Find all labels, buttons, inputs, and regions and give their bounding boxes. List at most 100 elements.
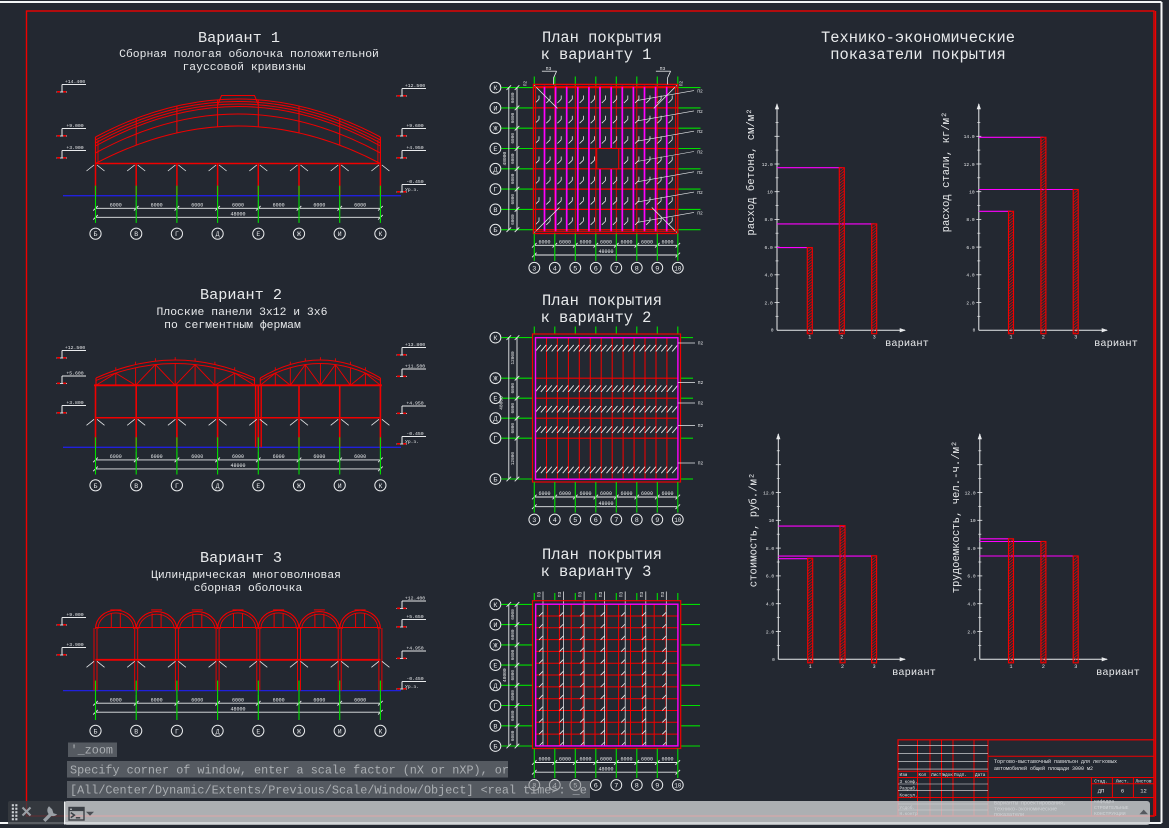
- svg-text:6000: 6000: [511, 173, 516, 184]
- svg-text:Б: Б: [94, 231, 98, 238]
- svg-text:трудоемкость, чел.-ч./м²: трудоемкость, чел.-ч./м²: [951, 441, 963, 594]
- svg-text:Е: Е: [493, 396, 497, 404]
- svg-text:П3: П3: [537, 592, 543, 598]
- svg-text:6000: 6000: [511, 649, 516, 660]
- svg-text:6000: 6000: [191, 203, 203, 209]
- svg-text:8.0: 8.0: [765, 217, 774, 223]
- svg-text:6000: 6000: [110, 697, 122, 703]
- svg-text:Е: Е: [256, 231, 260, 238]
- svg-text:0: 0: [974, 658, 977, 663]
- svg-text:4.0: 4.0: [766, 602, 775, 608]
- svg-text:Лист: Лист: [931, 773, 942, 778]
- svg-text:3: 3: [1074, 664, 1077, 670]
- svg-text:6000: 6000: [191, 454, 203, 460]
- svg-text:Д: Д: [493, 683, 497, 691]
- svg-text:П3: П3: [598, 592, 604, 598]
- svg-text:В: В: [134, 728, 138, 735]
- svg-text:10: 10: [674, 517, 682, 524]
- svg-text:Specify corner of window, ente: Specify corner of window, enter a scale …: [70, 764, 509, 778]
- svg-text:Цилиндрическая многоволновая: Цилиндрическая многоволновая: [151, 570, 341, 582]
- svg-text:6000: 6000: [313, 697, 325, 703]
- svg-text:И: И: [493, 105, 497, 113]
- svg-text:6000: 6000: [579, 240, 591, 246]
- svg-text:П3: П3: [546, 66, 552, 72]
- svg-text:6000: 6000: [511, 153, 516, 164]
- svg-text:2: 2: [1042, 664, 1045, 670]
- svg-text:+12.500: +12.500: [65, 345, 85, 351]
- svg-text:П2: П2: [680, 81, 685, 87]
- svg-text:Д: Д: [493, 416, 497, 424]
- svg-text:6000: 6000: [273, 203, 285, 209]
- svg-text:6000: 6000: [641, 491, 653, 497]
- svg-text:1: 1: [809, 664, 812, 670]
- svg-text:+4.950: +4.950: [406, 645, 423, 651]
- svg-text:6: 6: [594, 783, 598, 791]
- svg-text:0: 0: [771, 329, 774, 334]
- svg-text:+9.600: +9.600: [406, 123, 423, 129]
- svg-text:П2: П2: [698, 380, 704, 386]
- svg-text:6000: 6000: [661, 757, 673, 763]
- svg-text:П2: П2: [697, 129, 703, 135]
- svg-text:П2: П2: [698, 423, 704, 429]
- svg-text:+9.000: +9.000: [66, 612, 83, 618]
- svg-text:6.0: 6.0: [966, 245, 975, 251]
- svg-text:6000: 6000: [511, 194, 516, 205]
- svg-text:Ж: Ж: [493, 376, 498, 384]
- svg-text:+3.900: +3.900: [66, 642, 83, 648]
- svg-text:+12.400: +12.400: [405, 595, 425, 601]
- svg-text:1: 1: [808, 335, 811, 341]
- svg-text:+3.800: +3.800: [66, 400, 83, 406]
- svg-text:6000: 6000: [151, 203, 163, 209]
- svg-text:П3: П3: [660, 592, 666, 598]
- svg-text:9: 9: [655, 783, 659, 791]
- svg-text:3: 3: [873, 335, 876, 341]
- svg-text:12.0: 12.0: [964, 162, 975, 168]
- svg-text:6000: 6000: [511, 710, 516, 721]
- svg-text:План покрытия: План покрытия: [542, 546, 662, 564]
- svg-text:6000: 6000: [579, 491, 591, 497]
- svg-text:7: 7: [614, 517, 618, 525]
- svg-text:3: 3: [532, 265, 536, 273]
- svg-text:3: 3: [532, 517, 536, 525]
- svg-text:Е: Е: [493, 146, 497, 154]
- svg-text:вариант: вариант: [1094, 338, 1138, 350]
- svg-text:6000: 6000: [511, 92, 516, 103]
- svg-text:Изм: Изм: [900, 773, 908, 778]
- svg-text:Е: Е: [256, 728, 260, 735]
- svg-text:12.0: 12.0: [762, 162, 773, 168]
- svg-text:Г: Г: [175, 728, 179, 735]
- svg-text:6000: 6000: [511, 670, 516, 681]
- svg-text:К: К: [493, 335, 497, 343]
- svg-text:+4.950: +4.950: [406, 145, 423, 151]
- svg-text:И: И: [338, 483, 342, 490]
- svg-text:ДП: ДП: [1098, 788, 1105, 795]
- svg-text:6000: 6000: [511, 730, 516, 741]
- svg-text:6000: 6000: [313, 454, 325, 460]
- svg-text:Б: Б: [493, 227, 497, 235]
- svg-text:6: 6: [594, 517, 598, 525]
- svg-text:Технико-экономические: Технико-экономические: [821, 29, 1015, 47]
- svg-text:П2: П2: [697, 170, 703, 176]
- svg-text:Б: Б: [94, 483, 98, 490]
- svg-text:6000: 6000: [110, 454, 122, 460]
- svg-text:6.0: 6.0: [765, 245, 774, 251]
- svg-text:расход стали, кг/м²: расход стали, кг/м²: [941, 112, 953, 233]
- svg-text:Торгово-выставочный павильон д: Торгово-выставочный павильон для легковы…: [994, 758, 1117, 765]
- svg-text:Г: Г: [175, 231, 179, 238]
- svg-text:6: 6: [594, 265, 598, 273]
- svg-text:8: 8: [635, 517, 639, 525]
- svg-text:3 конф.: 3 конф.: [900, 780, 918, 785]
- svg-text:Ур.з.: Ур.з.: [405, 439, 419, 445]
- svg-text:П2: П2: [524, 81, 529, 87]
- svg-text:7: 7: [614, 265, 618, 273]
- svg-text:12000: 12000: [511, 351, 516, 365]
- svg-text:Ж: Ж: [297, 231, 301, 238]
- svg-text:6000: 6000: [661, 240, 673, 246]
- svg-text:И: И: [338, 728, 342, 735]
- svg-text:Стад.: Стад.: [1094, 779, 1108, 785]
- svg-text:Консул.: Консул.: [900, 794, 918, 799]
- svg-text:9: 9: [655, 517, 659, 525]
- svg-text:к варианту 1: к варианту 1: [541, 46, 652, 64]
- svg-text:12000: 12000: [511, 452, 516, 466]
- svg-text:14.0: 14.0: [964, 134, 975, 140]
